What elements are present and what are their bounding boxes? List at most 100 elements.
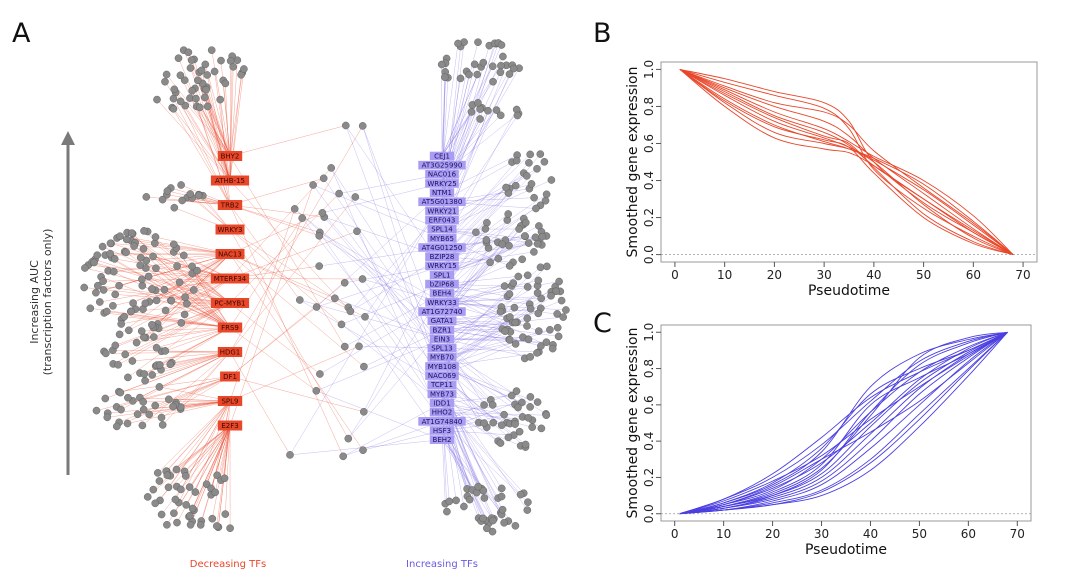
gene-node: [474, 99, 482, 107]
decreasing-tf-label: DF1: [223, 373, 237, 381]
gene-node: [202, 85, 210, 94]
gene-node: [186, 511, 194, 520]
network-edge: [192, 425, 231, 509]
network-edge: [110, 243, 231, 279]
increasing-tfs-label: Increasing TFs: [406, 559, 478, 570]
network-edge: [184, 278, 231, 315]
network-edge: [205, 64, 231, 157]
network-edge: [319, 232, 443, 303]
gene-node: [113, 422, 121, 431]
increasing-tf-label: MYB73: [430, 390, 454, 398]
network-edge: [229, 229, 349, 439]
network-edge: [441, 293, 553, 349]
gene-node: [179, 251, 188, 260]
gene-node: [177, 485, 185, 494]
gene-node: [513, 111, 522, 120]
network-edge: [441, 293, 530, 305]
x-tick-label: 10: [716, 527, 731, 541]
gene-node: [492, 106, 501, 114]
network-edge: [441, 64, 475, 202]
gene-node: [176, 71, 185, 80]
increasing-tf-box: [427, 389, 457, 399]
network-edge: [111, 257, 231, 328]
x-tick-label: 20: [767, 268, 782, 282]
network-edge: [119, 253, 231, 335]
gene-node: [152, 296, 161, 305]
gene-node: [505, 290, 514, 298]
gene-node: [161, 77, 169, 86]
increasing-tf-label: MYB70: [430, 354, 454, 362]
network-edge: [441, 200, 546, 276]
gene-node: [111, 341, 120, 350]
gene-node: [171, 495, 180, 504]
network-edge: [441, 292, 538, 367]
gene-node: [534, 276, 543, 285]
increasing-tf-box: [425, 362, 459, 371]
x-tick-label: 30: [816, 268, 831, 282]
gene-node: [207, 46, 216, 55]
network-edge: [316, 192, 443, 308]
y-tick-label: 0.2: [642, 468, 656, 487]
network-graph: BHY2 ATHB-15 TRB2 WRKY3 NAC13 MTERF34 PC-MYB1 F…: [80, 38, 570, 536]
gene-node: [116, 388, 125, 397]
network-edge: [229, 184, 314, 426]
network-edge: [229, 178, 324, 206]
increasing-tf-box: [429, 270, 455, 280]
gene-node: [526, 150, 535, 159]
gene-node: [188, 86, 196, 95]
gene-node: [226, 524, 234, 533]
y-tick-label: 1.0: [642, 323, 656, 342]
network-edge: [229, 204, 344, 457]
network-edge: [102, 246, 231, 304]
increasing-auc-arrow: [61, 131, 75, 475]
gene-node: [474, 482, 483, 491]
gene-node: [158, 421, 167, 429]
gene-node: [187, 56, 196, 64]
network-edge: [313, 184, 443, 239]
network-edge: [125, 302, 231, 355]
gene-node: [193, 266, 201, 275]
gene-node: [186, 64, 195, 72]
gene-node: [546, 325, 554, 334]
gene-node: [516, 490, 525, 499]
gene-node: [201, 60, 210, 69]
network-edge: [124, 316, 231, 328]
network-edge: [341, 283, 443, 325]
gene-node: [286, 451, 294, 459]
network-edge: [441, 384, 528, 511]
network-edge: [112, 349, 231, 353]
gene-node: [240, 65, 248, 73]
decreasing-tf-box: [217, 200, 243, 210]
increasing-tf-label: AT5G01380: [422, 198, 463, 206]
gene-node: [155, 383, 164, 391]
increasing-tf-label: NTM1: [432, 189, 452, 197]
gene-node: [337, 320, 346, 329]
gene-node: [103, 307, 111, 316]
gene-node: [117, 405, 125, 414]
increasing-tf-label: BZR1: [433, 326, 452, 334]
y-axis-label: Smoothed gene expression: [625, 328, 641, 519]
gene-node: [164, 483, 173, 492]
gene-node: [497, 61, 505, 70]
network-edge: [139, 351, 231, 398]
network-edge: [173, 425, 231, 514]
gene-node: [221, 510, 230, 518]
gene-node: [185, 483, 194, 491]
network-edge: [229, 253, 335, 299]
y-tick-label: 0.6: [642, 395, 656, 414]
increasing-tf-box: [427, 343, 457, 353]
gene-node: [114, 360, 122, 369]
gene-node: [507, 391, 516, 400]
network-edge: [159, 400, 231, 501]
gene-node: [524, 335, 533, 344]
gene-node: [211, 488, 219, 497]
increasing-tf-box: [429, 151, 455, 161]
x-axis-label: Pseudotime: [808, 283, 890, 299]
gene-node: [497, 492, 506, 501]
network-edge: [289, 439, 443, 456]
panel-label-a: A: [12, 18, 31, 49]
network-edge: [156, 99, 231, 181]
gene-node: [511, 181, 520, 190]
gene-node: [174, 54, 183, 63]
gene-node: [148, 320, 156, 329]
